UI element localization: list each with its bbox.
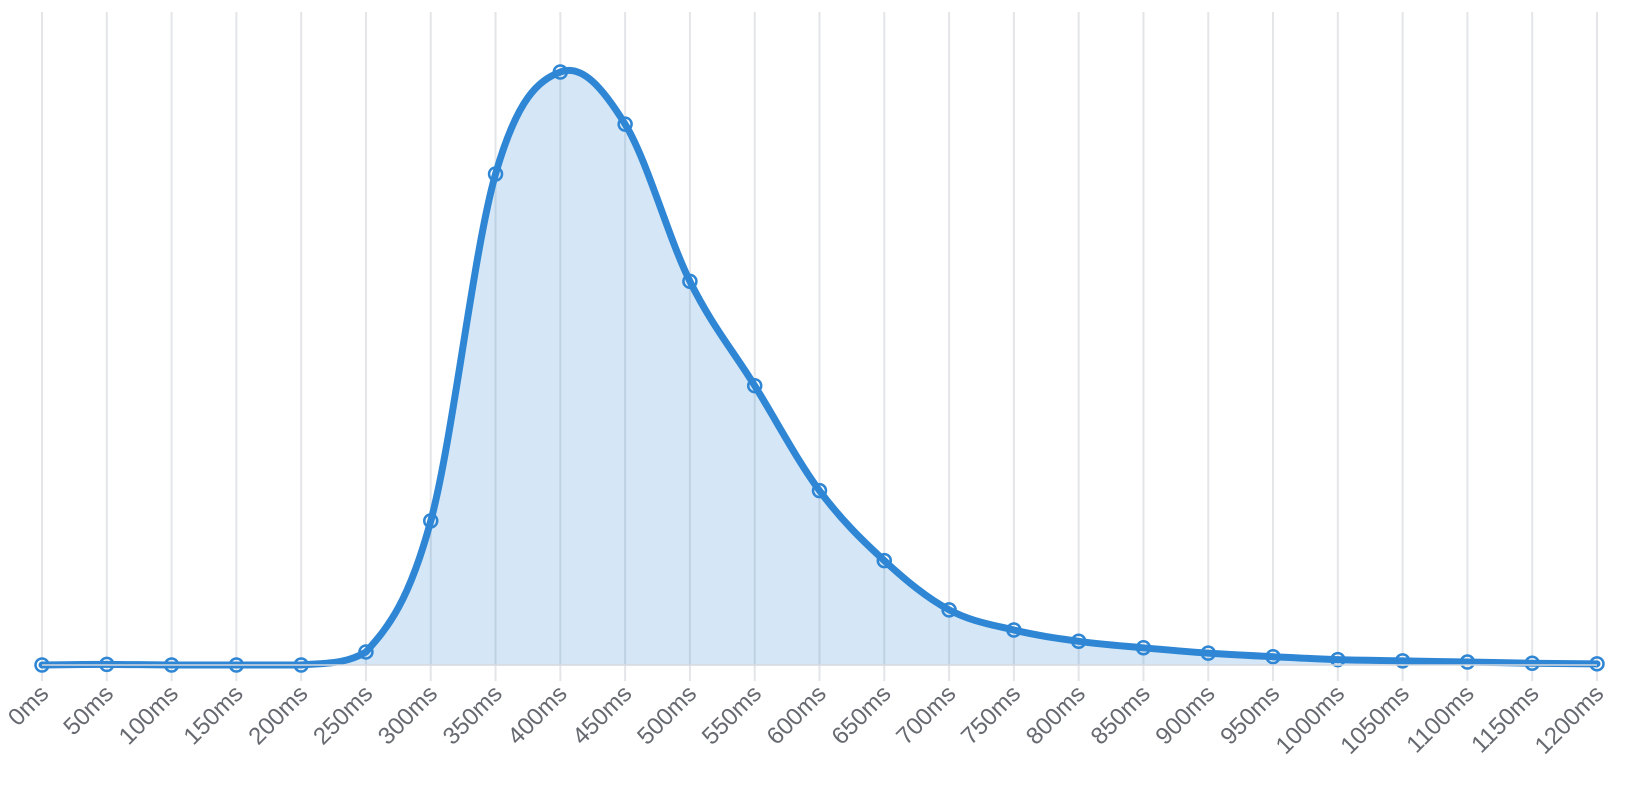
x-tick-label: 850ms	[1086, 680, 1156, 750]
data-point-1200ms[interactable]	[1589, 656, 1605, 672]
data-point-750ms[interactable]	[1006, 622, 1022, 638]
data-point-400ms[interactable]	[552, 64, 569, 80]
x-tick-label: 150ms	[179, 680, 249, 750]
data-point-950ms[interactable]	[1265, 648, 1281, 665]
x-tick-label: 650ms	[826, 680, 896, 750]
x-tick-label: 750ms	[956, 680, 1026, 750]
data-point-700ms[interactable]	[941, 602, 957, 618]
x-tick-label: 300ms	[373, 680, 443, 750]
data-point-500ms[interactable]	[682, 273, 698, 290]
x-tick-label: 50ms	[58, 680, 119, 741]
data-point-300ms[interactable]	[423, 513, 439, 529]
x-tick-label: 1100ms	[1401, 680, 1479, 758]
data-point-1100ms[interactable]	[1459, 654, 1476, 670]
x-tick-label: 1150ms	[1466, 680, 1544, 758]
distribution-area	[42, 70, 1597, 665]
x-tick-label: 450ms	[567, 680, 637, 750]
data-point-450ms[interactable]	[617, 116, 633, 132]
x-tick-label: 1050ms	[1335, 680, 1414, 759]
x-tick-label: 800ms	[1021, 680, 1091, 750]
data-point-650ms[interactable]	[876, 552, 893, 569]
x-tick-label: 1000ms	[1271, 680, 1350, 759]
x-tick-label: 500ms	[632, 680, 702, 750]
data-point-1000ms[interactable]	[1330, 651, 1346, 668]
x-tick-label: 100ms	[114, 680, 184, 750]
data-point-350ms[interactable]	[487, 166, 504, 182]
x-tick-label: 350ms	[438, 680, 508, 750]
data-point-900ms[interactable]	[1200, 645, 1216, 661]
data-point-550ms[interactable]	[746, 377, 763, 394]
x-tick-label: 550ms	[697, 680, 767, 750]
x-axis-tick-labels: 0ms 50ms100ms150ms200ms250ms300ms350ms400…	[3, 680, 1609, 759]
data-point-1050ms[interactable]	[1394, 653, 1411, 669]
x-tick-label: 0ms	[3, 680, 54, 731]
x-tick-label: 250ms	[308, 680, 378, 750]
x-tick-label: 200ms	[243, 680, 313, 750]
gridlines	[41, 12, 1598, 681]
data-point-600ms[interactable]	[811, 482, 828, 499]
x-tick-label: 600ms	[762, 680, 832, 750]
data-point-800ms[interactable]	[1070, 633, 1087, 650]
x-tick-label: 400ms	[503, 680, 573, 750]
x-tick-label: 1200ms	[1530, 680, 1609, 759]
x-tick-label: 900ms	[1150, 680, 1220, 750]
data-point-250ms[interactable]	[358, 644, 374, 660]
data-point-1150ms[interactable]	[1524, 655, 1540, 671]
x-tick-label: 700ms	[891, 680, 961, 750]
data-point-850ms[interactable]	[1135, 640, 1152, 656]
distribution-line	[38, 66, 1601, 669]
